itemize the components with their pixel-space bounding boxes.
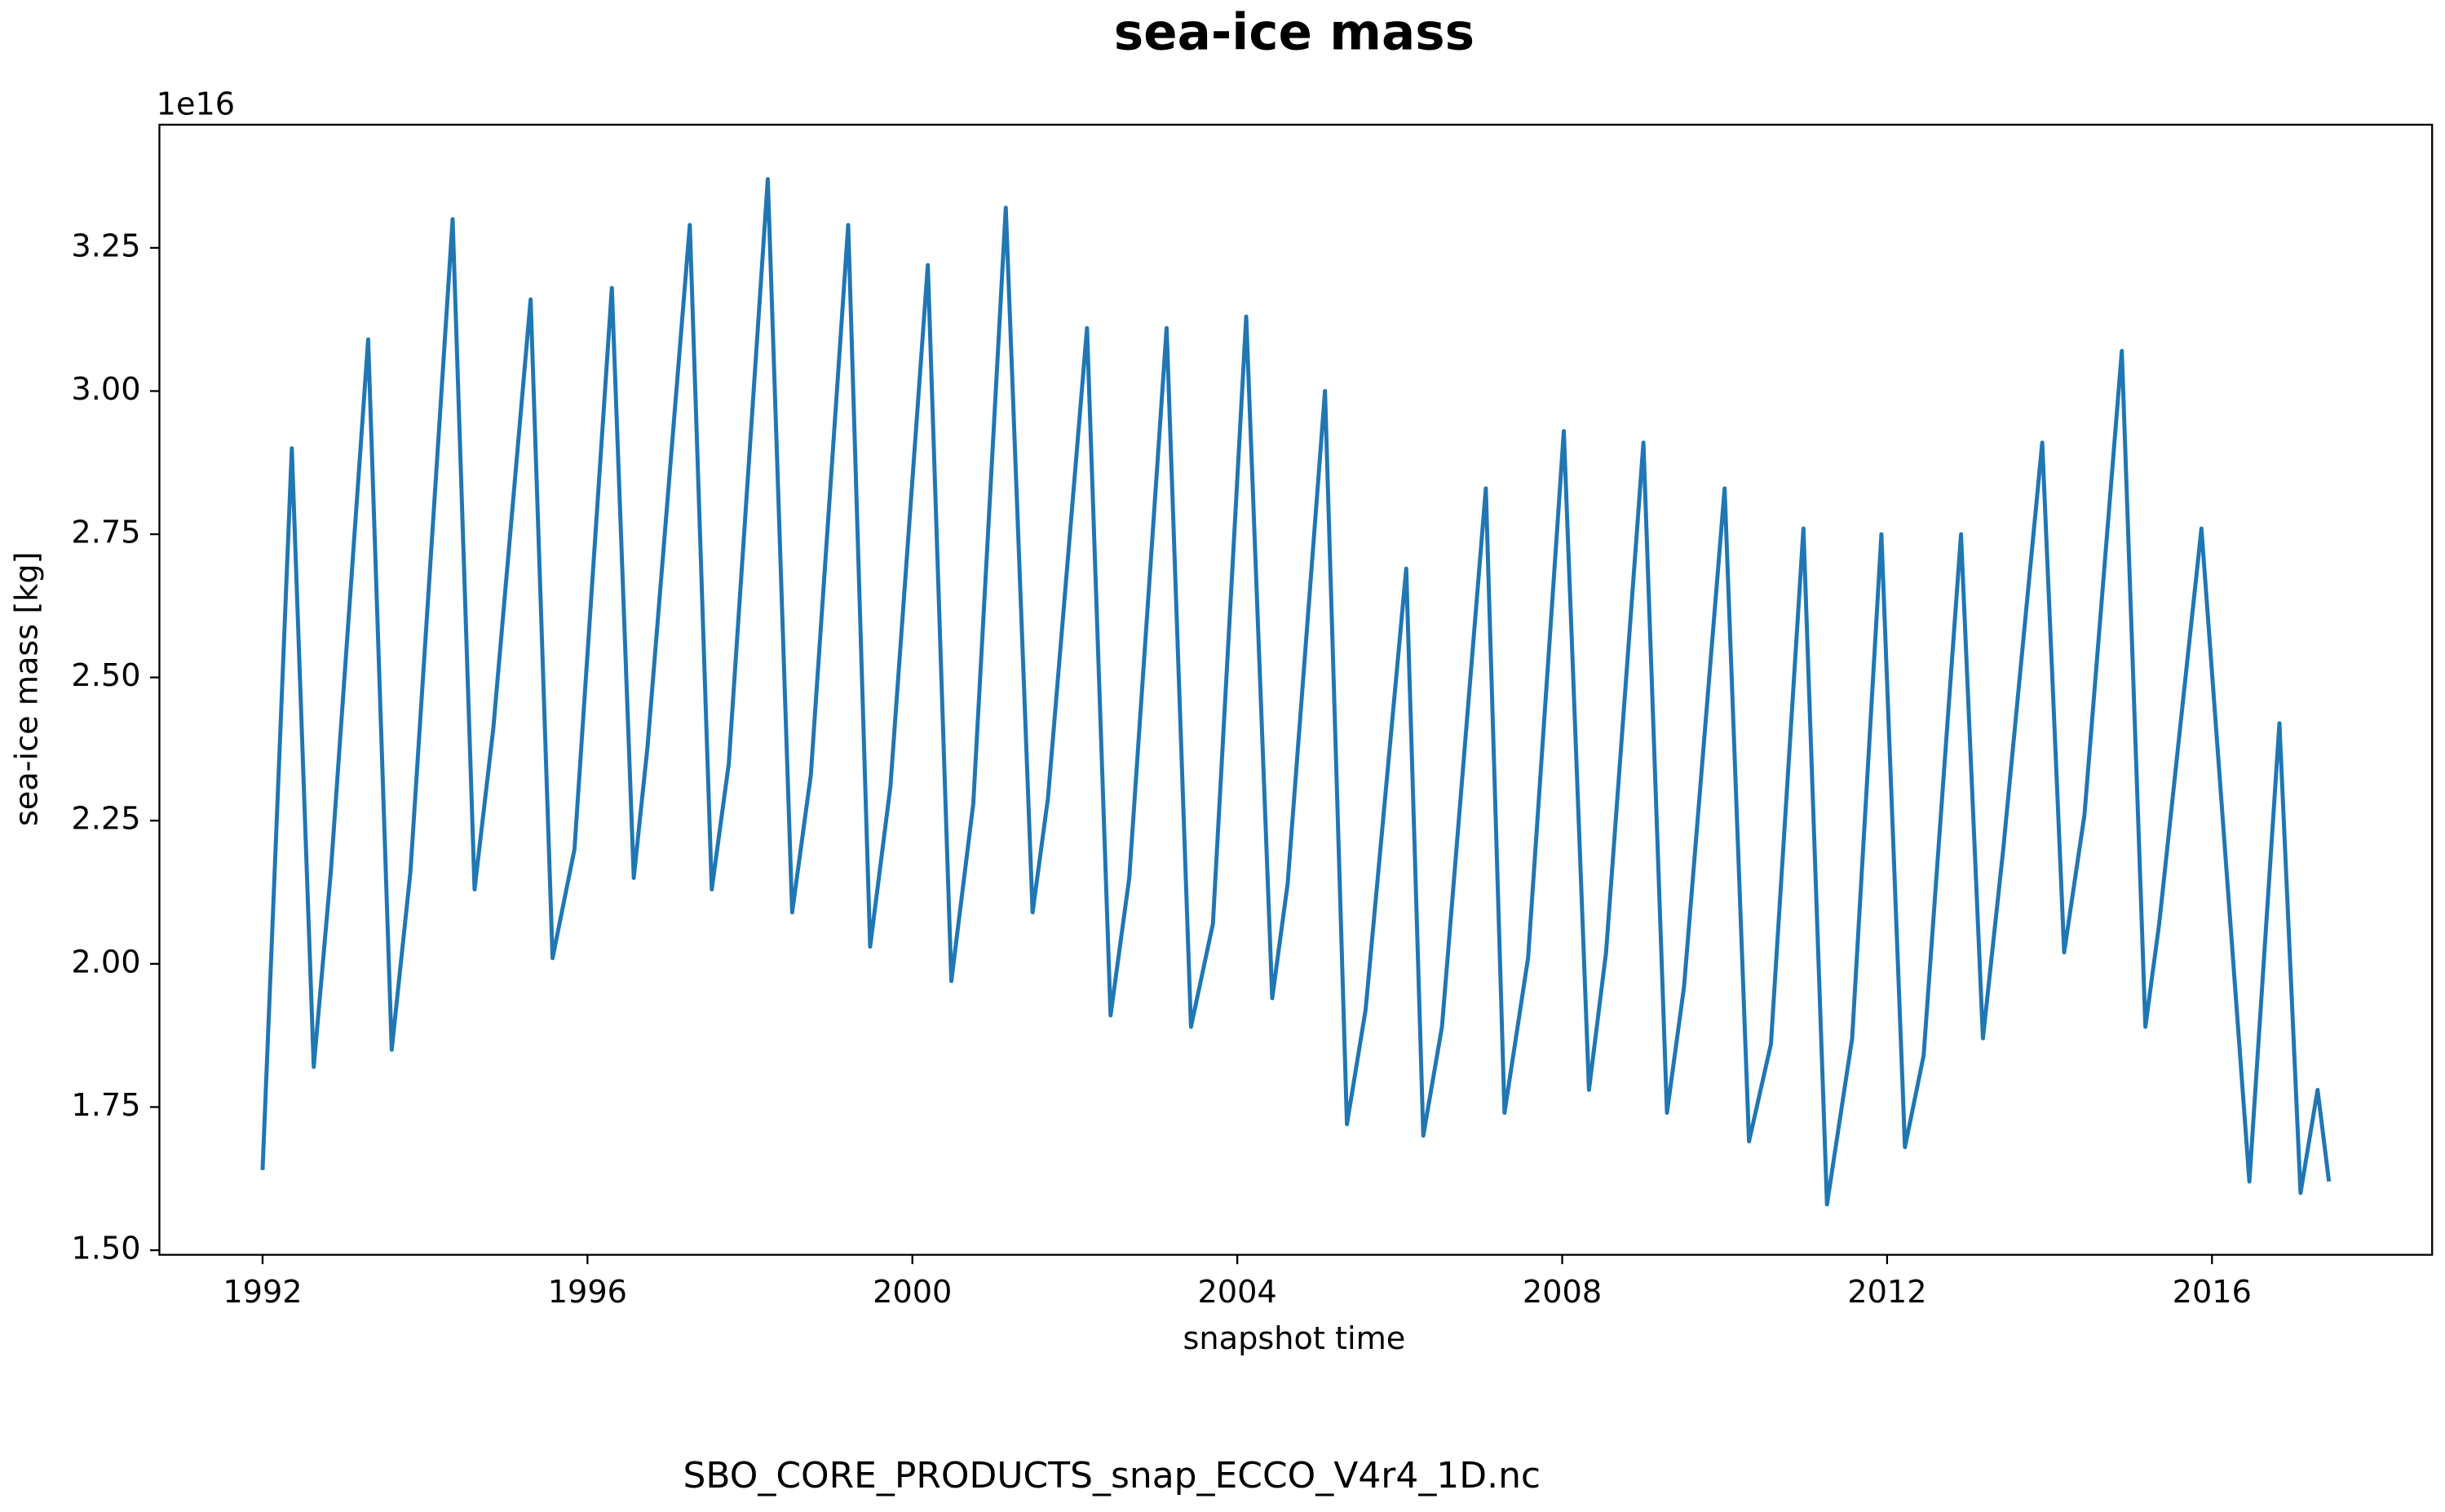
y-tick-label: 3.25 [71,228,140,264]
y-axis-label: sea-ice mass [kg] [9,551,45,826]
x-axis-label: snapshot time [1183,1321,1406,1357]
y-tick-label: 1.75 [71,1088,140,1124]
x-tick-label: 1992 [223,1275,302,1311]
y-tick-label: 2.25 [71,802,140,838]
y-tick-label: 1.50 [71,1231,140,1267]
x-tick-label: 1996 [548,1275,627,1311]
chart-title: sea-ice mass [1114,4,1475,62]
x-tick-label: 2016 [2173,1275,2252,1311]
y-tick-label: 2.50 [71,658,140,694]
x-tick-label: 2012 [1847,1275,1926,1311]
data-line [260,177,2332,1207]
plot-frame [158,123,2434,1256]
caption: SBO_CORE_PRODUCTS_snap_ECCO_V4r4_1D.nc [683,1455,1541,1497]
x-tick-label: 2000 [873,1275,952,1311]
y-offset-label: 1e16 [157,86,235,122]
y-tick-label: 3.00 [71,372,140,408]
x-tick-label: 2008 [1523,1275,1602,1311]
y-tick-label: 2.75 [71,515,140,551]
y-tick-label: 2.00 [71,944,140,980]
x-tick-label: 2004 [1197,1275,1276,1311]
